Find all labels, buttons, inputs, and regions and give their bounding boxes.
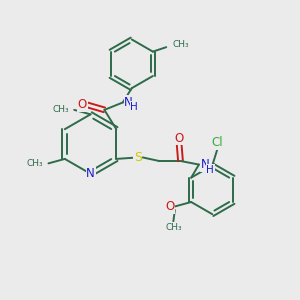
Text: N: N <box>124 96 133 109</box>
Text: S: S <box>134 151 142 164</box>
Text: H: H <box>130 102 138 112</box>
Text: CH₃: CH₃ <box>26 159 43 168</box>
Text: CH₃: CH₃ <box>52 105 69 114</box>
Text: CH₃: CH₃ <box>172 40 189 49</box>
Text: N: N <box>86 167 95 180</box>
Text: H: H <box>206 165 214 175</box>
Text: O: O <box>174 132 184 145</box>
Text: CH₃: CH₃ <box>165 223 182 232</box>
Text: O: O <box>166 200 175 213</box>
Text: O: O <box>78 98 87 111</box>
Text: N: N <box>200 158 209 171</box>
Text: Cl: Cl <box>212 136 224 149</box>
